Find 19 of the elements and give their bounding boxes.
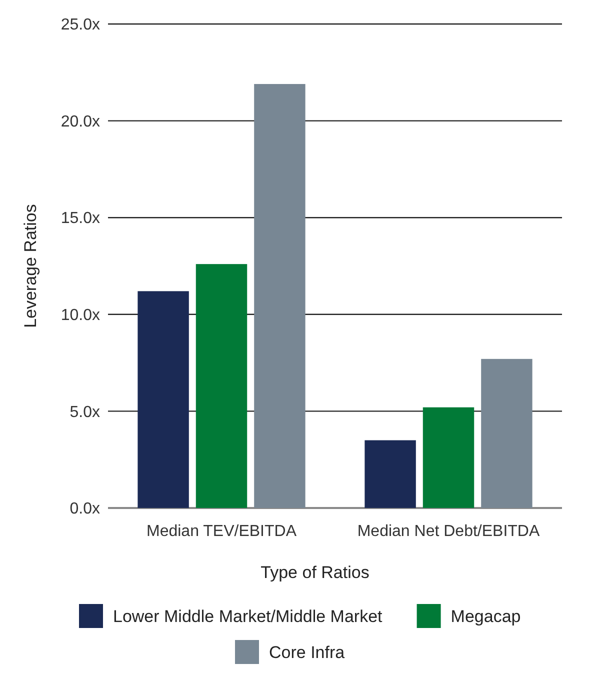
bar (422, 407, 474, 508)
bar (138, 291, 189, 508)
y-tick-label: 5.0x (70, 404, 100, 421)
bar (481, 358, 532, 508)
bar (254, 84, 306, 508)
legend-label: Megacap (450, 606, 521, 626)
x-axis-title: Type of Ratios (260, 563, 370, 582)
x-tick-label: Median Net Debt/EBITDA (357, 523, 540, 540)
y-tick-label: 10.0x (60, 307, 100, 324)
bar (364, 440, 416, 508)
y-tick-label: 25.0x (60, 16, 100, 34)
y-axis-title: Leverage Ratios (21, 204, 40, 328)
legend-label: Core Infra (269, 642, 346, 662)
legend-label: Lower Middle Market/Middle Market (113, 606, 383, 626)
y-tick-label: 15.0x (60, 210, 100, 228)
y-tick-label: 20.0x (60, 113, 100, 130)
y-tick-label: 0.0x (70, 500, 100, 518)
bar (196, 264, 248, 508)
x-tick-label: Median TEV/EBITDA (146, 523, 297, 540)
